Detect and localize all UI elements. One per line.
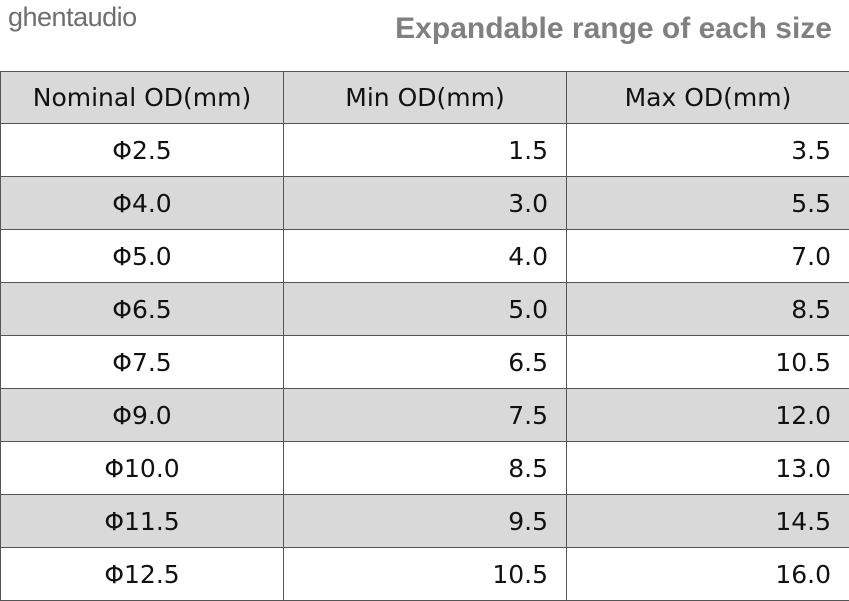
header-row: Nominal OD(mm)Min OD(mm)Max OD(mm): [1, 72, 849, 124]
table-cell: Φ4.0: [1, 177, 284, 230]
table-cell: 1.5: [284, 124, 567, 177]
table-cell: 14.5: [567, 495, 849, 548]
table-cell: Φ7.5: [1, 336, 284, 389]
table-cell: Φ5.0: [1, 230, 284, 283]
table-cell: Φ11.5: [1, 495, 284, 548]
column-header: Min OD(mm): [284, 72, 567, 124]
table-cell: 8.5: [284, 442, 567, 495]
table-cell: 3.0: [284, 177, 567, 230]
table-cell: 7.0: [567, 230, 849, 283]
table-cell: 10.5: [284, 548, 567, 601]
table-cell: Φ12.5: [1, 548, 284, 601]
table-cell: Φ6.5: [1, 283, 284, 336]
table-cell: 3.5: [567, 124, 849, 177]
table-cell: 10.5: [567, 336, 849, 389]
table-cell: 7.5: [284, 389, 567, 442]
table-cell: 12.0: [567, 389, 849, 442]
table-cell: 5.0: [284, 283, 567, 336]
table-cell: 13.0: [567, 442, 849, 495]
table-cell: 5.5: [567, 177, 849, 230]
table-cell: 4.0: [284, 230, 567, 283]
column-header: Max OD(mm): [567, 72, 849, 124]
brand-logo: ghentaudio: [8, 2, 137, 33]
table-cell: 6.5: [284, 336, 567, 389]
table-cell: Φ10.0: [1, 442, 284, 495]
table-cell: 16.0: [567, 548, 849, 601]
table-cell: Φ9.0: [1, 389, 284, 442]
table-cell: Φ2.5: [1, 124, 284, 177]
table-cell: 8.5: [567, 283, 849, 336]
column-header: Nominal OD(mm): [1, 72, 284, 124]
page-title: Expandable range of each size: [395, 12, 832, 46]
table-cell: 9.5: [284, 495, 567, 548]
